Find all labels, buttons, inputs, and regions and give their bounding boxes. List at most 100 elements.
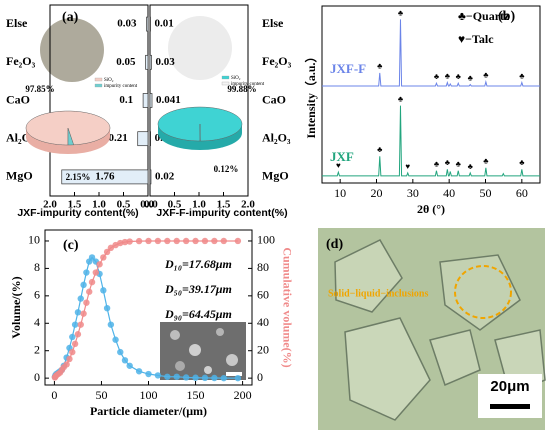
- peak-marker: ♣: [434, 160, 440, 169]
- crystal: [429, 329, 481, 387]
- y-tick-label: 4: [34, 315, 40, 329]
- y-tick-label: 2: [34, 342, 40, 356]
- x-axis-label: JXF-impurity content(%): [17, 207, 138, 219]
- value-label: 0.01: [154, 18, 173, 30]
- category-label: MgO: [6, 169, 33, 183]
- peak-marker: ♥: [405, 162, 410, 171]
- series-marker: [135, 368, 143, 375]
- series-marker: [234, 237, 242, 245]
- legend-swatch: [221, 75, 230, 80]
- x-tick-label: 20: [371, 186, 383, 200]
- series-marker: [69, 348, 76, 356]
- series-marker: [71, 321, 79, 328]
- x-tick-label: 50: [480, 186, 492, 200]
- category-label: Al₂O₃: [262, 130, 291, 144]
- value-label: 97.85%: [25, 84, 54, 94]
- value-label: 2.15%: [66, 172, 91, 182]
- series-marker: [71, 340, 79, 348]
- y-tick-label: 80: [257, 260, 269, 274]
- x-tick-label: 10: [334, 186, 346, 200]
- scale-bar-box: [478, 374, 542, 418]
- value-label: 0.02: [155, 170, 175, 182]
- x-tick-label: 0.5: [117, 199, 131, 211]
- bar: [145, 54, 149, 70]
- inclusion-marker: [454, 265, 512, 319]
- series-marker: [201, 237, 209, 245]
- value-label: 0.05: [116, 56, 136, 68]
- x-axis-label: JXF-F-impurity content(%): [156, 207, 287, 219]
- bar: [146, 16, 149, 32]
- x-axis-label: Particle diameter/(μm): [90, 404, 207, 418]
- series-marker: [69, 333, 76, 341]
- legend-label: impurity content: [104, 84, 138, 89]
- x-tick-label: 1.5: [68, 199, 82, 211]
- peak-marker: ♣: [445, 71, 451, 80]
- peak-marker: ♣: [398, 8, 404, 17]
- series-marker: [220, 374, 227, 382]
- series-marker: [154, 372, 162, 379]
- x-tick-label: 40: [443, 186, 455, 200]
- series-marker: [126, 362, 133, 369]
- bar: [149, 54, 152, 70]
- peak-marker: ♥: [336, 161, 341, 170]
- x-tick-label: 0.5: [168, 199, 182, 211]
- series-marker: [192, 237, 199, 245]
- y-tick-label: 20: [257, 342, 269, 356]
- legend-swatch: [221, 81, 230, 86]
- series-marker: [182, 237, 190, 245]
- series-marker: [154, 237, 162, 245]
- y-tick-label: 40: [257, 315, 269, 329]
- panel-label: (c): [63, 238, 79, 253]
- series-marker: [107, 244, 115, 252]
- value-label: 0.041: [156, 94, 181, 106]
- series-marker: [107, 321, 115, 328]
- plot-frame: [321, 5, 541, 184]
- y-tick-label: 60: [257, 288, 269, 302]
- peak-marker: ♣: [468, 73, 474, 82]
- category-label: Else: [6, 16, 28, 30]
- panel-label: (a): [62, 10, 79, 25]
- x-tick-label: 1.0: [92, 199, 106, 211]
- peak-marker: ♣: [377, 62, 383, 71]
- series-marker: [220, 237, 227, 245]
- series-marker: [88, 254, 96, 261]
- scale-bar-label: 20μm: [490, 378, 529, 395]
- category-label: Fe₂O₃: [6, 54, 36, 68]
- x-tick-label: 30: [407, 186, 419, 200]
- x-tick-label: 2.0: [43, 199, 57, 211]
- legend-label: SiO₂: [104, 78, 114, 83]
- bar: [142, 93, 149, 108]
- category-label: CaO: [262, 92, 286, 106]
- series-marker: [234, 374, 242, 382]
- series-marker: [83, 299, 90, 306]
- scale-bar: [490, 404, 530, 409]
- bar: [149, 131, 151, 147]
- value-label: 0.12%: [214, 164, 239, 174]
- series-marker: [86, 288, 93, 295]
- series-marker: [74, 309, 82, 316]
- value-label: 0.1: [119, 94, 133, 106]
- sem-inset: [160, 322, 246, 380]
- series-marker: [211, 374, 218, 382]
- series-marker: [121, 357, 129, 364]
- series-marker: [173, 237, 180, 245]
- pie-slice: [25, 110, 111, 146]
- value-label: 99.88%: [227, 84, 256, 94]
- series-marker: [103, 304, 111, 312]
- peak-marker: ♣: [445, 158, 451, 167]
- series-marker: [121, 238, 129, 246]
- micrograph: Solid−liquid−inclusions (d) 20μm: [318, 228, 546, 430]
- series-marker: [182, 374, 190, 381]
- series-marker: [211, 237, 218, 245]
- peak-marker: ♣: [519, 71, 525, 80]
- x-tick-label: 0.0: [140, 199, 154, 211]
- series-line: [322, 19, 540, 87]
- legend-swatch: [94, 83, 103, 88]
- x-tick-label: 200: [234, 388, 252, 402]
- x-tick-label: 1.5: [217, 199, 231, 211]
- series-marker: [103, 248, 111, 256]
- annotation: D₉₀=64.45μm: [164, 307, 232, 321]
- peak-marker: ♣: [483, 157, 489, 166]
- category-label: Fe₂O₃: [262, 54, 292, 68]
- y-tick-label: 100: [257, 233, 275, 247]
